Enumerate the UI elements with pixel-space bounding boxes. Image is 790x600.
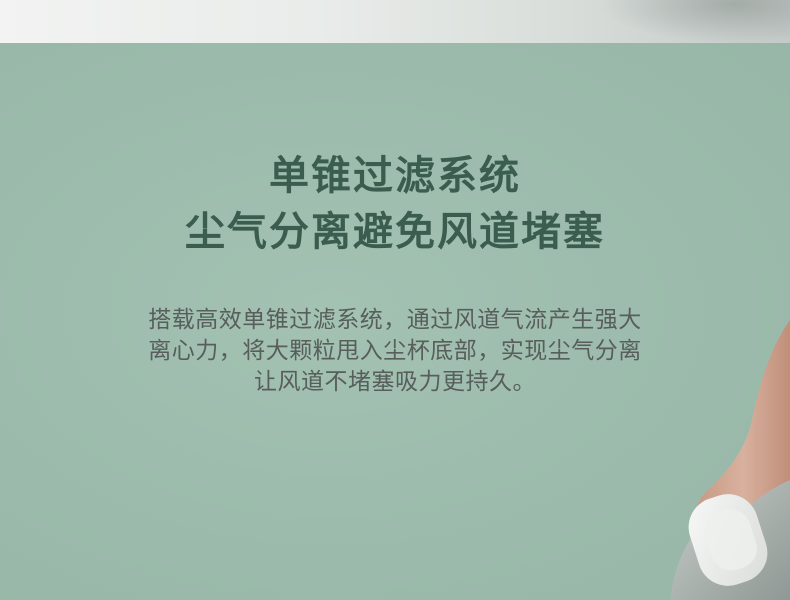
top-image-strip — [0, 0, 790, 43]
description-line-3: 让风道不堵塞吸力更持久。 — [254, 369, 536, 395]
feature-description: 搭载高效单锥过滤系统，通过风道气流产生强大 离心力，将大颗粒甩入尘杯底部，实现尘… — [70, 305, 720, 398]
vacuum-button-inner — [705, 509, 757, 571]
top-strip-shadow — [600, 0, 790, 43]
headline-line-2: 尘气分离避免风道堵塞 — [185, 209, 605, 255]
description-line-1: 搭载高效单锥过滤系统，通过风道气流产生强大 — [148, 307, 642, 333]
feature-headline: 单锥过滤系统 尘气分离避免风道堵塞 — [0, 148, 790, 260]
feature-panel — [0, 43, 790, 600]
hand-thumb — [695, 320, 790, 528]
headline-line-1: 单锥过滤系统 — [269, 153, 521, 199]
hand-holding-vacuum-illustration — [670, 320, 790, 600]
description-line-2: 离心力，将大颗粒甩入尘杯底部，实现尘气分离 — [148, 338, 642, 364]
